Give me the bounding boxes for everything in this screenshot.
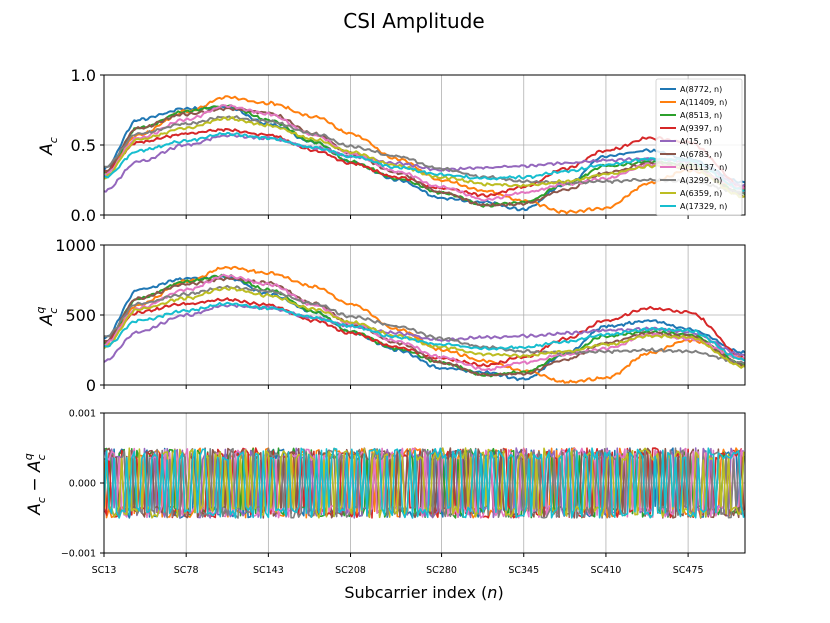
x-tick-label: SC280 [426, 565, 457, 576]
series-line [104, 447, 745, 519]
chart-title: CSI Amplitude [343, 9, 484, 33]
y-tick-label: 0.001 [69, 409, 96, 420]
legend: A(8772, n) A(11409, n) A(8513, n) A(9397, n… [655, 78, 743, 216]
legend-box [655, 78, 743, 216]
legend-label: A(11409, n) [680, 98, 727, 107]
amplitude-axes: 0.0 0.5 1.0 [71, 66, 746, 225]
x-tick-label: SC208 [335, 565, 366, 576]
series-line [104, 115, 745, 195]
x-tick-label: SC78 [174, 565, 199, 576]
legend-label: A(6359, n) [680, 189, 722, 198]
x-tick-label: SC13 [92, 565, 117, 576]
x-tick-label: SC143 [253, 565, 284, 576]
legend-label: A(17329, n) [680, 202, 727, 211]
grid-lines [103, 74, 745, 216]
series-line [104, 265, 745, 384]
y-tick-label: 0.0 [71, 206, 96, 225]
legend-label: A(8772, n) [680, 85, 722, 94]
bottom-ylabel: Ac − Acq [22, 453, 48, 515]
series-line [104, 303, 745, 363]
grid-lines [103, 244, 745, 386]
legend-label: A(15, n) [680, 137, 712, 146]
x-axis-label: Subcarrier index (n) [344, 583, 503, 602]
legend-label: A(3299, n) [680, 176, 722, 185]
top-ylabel: Ac [37, 137, 60, 156]
series-line [104, 284, 745, 365]
series-line [104, 286, 745, 369]
series-lines [104, 265, 745, 384]
legend-label: A(6783, n) [680, 150, 722, 159]
y-tick-label: 1.0 [71, 66, 96, 85]
series-line [104, 301, 745, 362]
series-line [104, 447, 745, 519]
legend-label: A(11137, n) [680, 163, 727, 172]
series-line [104, 116, 745, 199]
quantization-error-axes: SC13 SC78 SC143 SC208 SC280 SC345 SC410 SC475 −0… [61, 409, 746, 576]
series-lines [104, 447, 745, 519]
series-lines [104, 95, 745, 215]
x-tick-label: SC345 [508, 565, 539, 576]
y-tick-label: 0.000 [69, 479, 96, 490]
legend-label: A(8513, n) [680, 111, 722, 120]
quantized-amplitude-axes: 0 500 1000 [55, 236, 746, 395]
series-line [104, 131, 745, 192]
legend-label: A(9397, n) [680, 124, 722, 133]
series-line [104, 133, 745, 193]
y-tick-label: −0.001 [61, 549, 96, 560]
x-tick-label: SC410 [591, 565, 622, 576]
y-tick-label: 0.5 [71, 136, 96, 155]
middle-ylabel: Acq [34, 307, 60, 327]
x-tick-label: SC475 [673, 565, 704, 576]
y-tick-label: 0 [86, 376, 96, 395]
y-tick-label: 500 [65, 306, 96, 325]
y-tick-label: 1000 [55, 236, 96, 255]
series-line [104, 95, 745, 215]
